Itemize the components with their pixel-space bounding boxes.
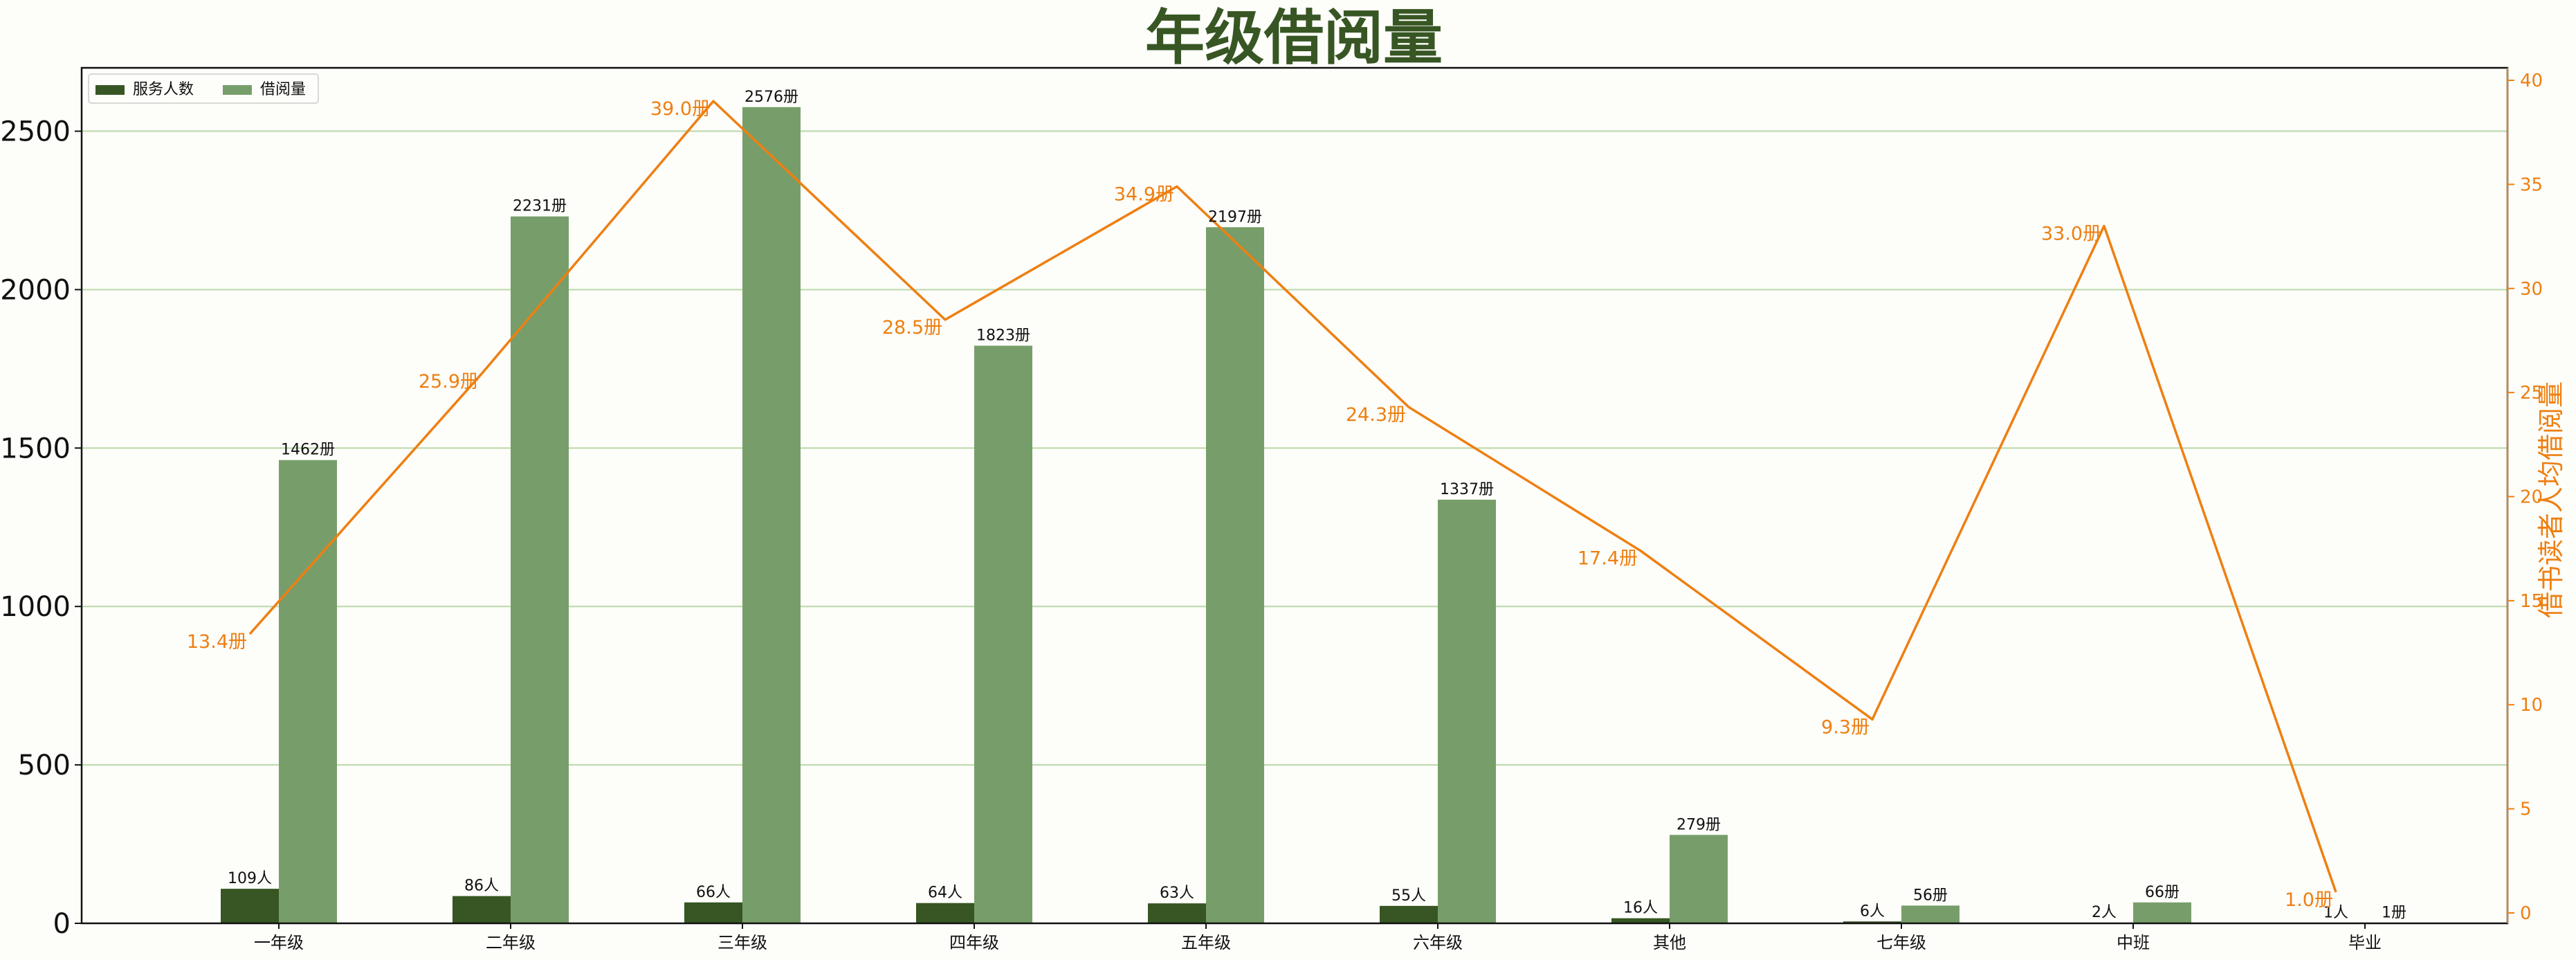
- x-tick-label-8: 中班: [2117, 933, 2150, 952]
- y-tick-label-5: 2500: [0, 116, 71, 148]
- line-label-6: 17.4册: [1578, 548, 1638, 570]
- bar-借阅量-0: [279, 460, 337, 923]
- line-label-9: 1.0册: [2285, 889, 2333, 911]
- y-tick-label-3: 1500: [0, 433, 71, 464]
- bar-label-借阅量-1: 2231册: [513, 198, 567, 215]
- y2-tick-label-3: 15: [2520, 591, 2543, 612]
- y-tick-label-1: 500: [18, 750, 71, 781]
- y2-tick-label-4: 20: [2520, 487, 2543, 508]
- bar-label-服务人数-9: 1人: [2323, 905, 2348, 922]
- bar-借阅量-1: [511, 216, 569, 924]
- y2-tick-label-2: 10: [2520, 695, 2543, 716]
- bar-label-借阅量-2: 2576册: [745, 89, 798, 106]
- bar-label-借阅量-3: 1823册: [976, 327, 1030, 344]
- x-tick-label-4: 五年级: [1181, 933, 1231, 952]
- y2-tick-label-0: 0: [2520, 903, 2532, 924]
- grid-lines: [82, 130, 2508, 766]
- average-line: [248, 100, 2337, 893]
- x-tick-label-6: 其他: [1653, 933, 1686, 952]
- legend-swatch-1: [223, 85, 252, 95]
- y2-tick-label-7: 35: [2520, 174, 2543, 195]
- legend-label-1: 借阅量: [260, 81, 306, 98]
- line-label-1: 25.9册: [419, 371, 479, 392]
- bar-服务人数-0: [221, 889, 279, 923]
- x-tick-label-9: 毕业: [2348, 933, 2382, 952]
- y-tick-label-2: 1000: [0, 591, 71, 623]
- bar-服务人数-2: [684, 902, 742, 923]
- bar-服务人数-7: [1843, 921, 1901, 923]
- y2-tick-label-5: 25: [2520, 383, 2543, 404]
- bar-label-借阅量-5: 1337册: [1440, 481, 1494, 498]
- bar-label-服务人数-8: 2人: [2092, 904, 2117, 921]
- y-tick-label-0: 0: [53, 908, 71, 940]
- bar-label-借阅量-7: 56册: [1913, 887, 1948, 904]
- bar-label-服务人数-1: 86人: [464, 878, 499, 895]
- line-label-3: 28.5册: [882, 317, 942, 338]
- x-tick-label-3: 四年级: [949, 933, 999, 952]
- x-tick-label-7: 七年级: [1876, 933, 1926, 952]
- y2-axis-label: 借书读者人均借阅量: [2536, 381, 2566, 618]
- chart-title: 年级借阅量: [1145, 3, 1443, 73]
- bar-借阅量-5: [1438, 499, 1496, 923]
- bar-服务人数-3: [916, 903, 974, 923]
- bar-label-服务人数-0: 109人: [228, 870, 272, 887]
- bar-服务人数-1: [453, 896, 511, 923]
- bar-借阅量-4: [1206, 227, 1264, 923]
- line-label-5: 24.3册: [1346, 404, 1406, 426]
- bar-借阅量-3: [974, 345, 1032, 924]
- bar-label-服务人数-6: 16人: [1623, 900, 1658, 917]
- legend: 服务人数 借阅量: [88, 73, 319, 104]
- bar-label-借阅量-0: 1462册: [281, 442, 335, 459]
- data-labels: 109人 1462册 86人 2231册 66人 2576册 64人 1823册 63人 2197…: [187, 89, 2406, 922]
- bar-label-借阅量-8: 66册: [2145, 884, 2180, 901]
- line-label-4: 34.9册: [1114, 183, 1174, 205]
- x-tick-label-5: 六年级: [1413, 933, 1463, 952]
- bars: [221, 107, 2423, 924]
- bar-label-服务人数-4: 63人: [1160, 885, 1194, 902]
- bar-label-借阅量-9: 1册: [2382, 905, 2406, 922]
- legend-box: [88, 73, 319, 104]
- line-label-2: 39.0册: [650, 98, 711, 120]
- bar-label-借阅量-6: 279册: [1677, 816, 1721, 833]
- legend-swatch-0: [95, 85, 125, 95]
- bar-label-服务人数-2: 66人: [696, 884, 731, 901]
- legend-label-0: 服务人数: [133, 81, 194, 98]
- line-series: [248, 100, 2337, 893]
- x-tick-label-2: 三年级: [718, 933, 767, 952]
- x-tick-label-0: 一年级: [254, 933, 304, 952]
- bar-label-服务人数-3: 64人: [928, 885, 962, 902]
- bar-label-借阅量-4: 2197册: [1208, 208, 1262, 226]
- line-label-7: 9.3册: [1821, 716, 1870, 738]
- bar-服务人数-4: [1148, 903, 1206, 923]
- bar-服务人数-6: [1611, 918, 1670, 923]
- axes: 0 500 1000 1500 2000 2500 0 5 10 15 20 25 30 35 40 一年级 二…: [0, 66, 2543, 952]
- y2-tick-label-1: 5: [2520, 799, 2532, 820]
- bar-借阅量-2: [742, 107, 801, 924]
- y2-tick-label-6: 30: [2520, 279, 2543, 300]
- bar-label-服务人数-5: 55人: [1391, 887, 1426, 905]
- bar-借阅量-6: [1670, 835, 1728, 923]
- line-label-0: 13.4册: [187, 631, 247, 653]
- bar-借阅量-7: [1901, 905, 1960, 923]
- x-tick-label-1: 二年级: [486, 933, 536, 952]
- y-tick-label-4: 2000: [0, 274, 71, 306]
- bar-借阅量-8: [2133, 902, 2191, 923]
- bar-label-服务人数-7: 6人: [1860, 903, 1885, 920]
- y2-tick-label-8: 40: [2520, 71, 2543, 91]
- line-label-8: 33.0册: [2041, 224, 2101, 245]
- bar-服务人数-5: [1380, 905, 1438, 923]
